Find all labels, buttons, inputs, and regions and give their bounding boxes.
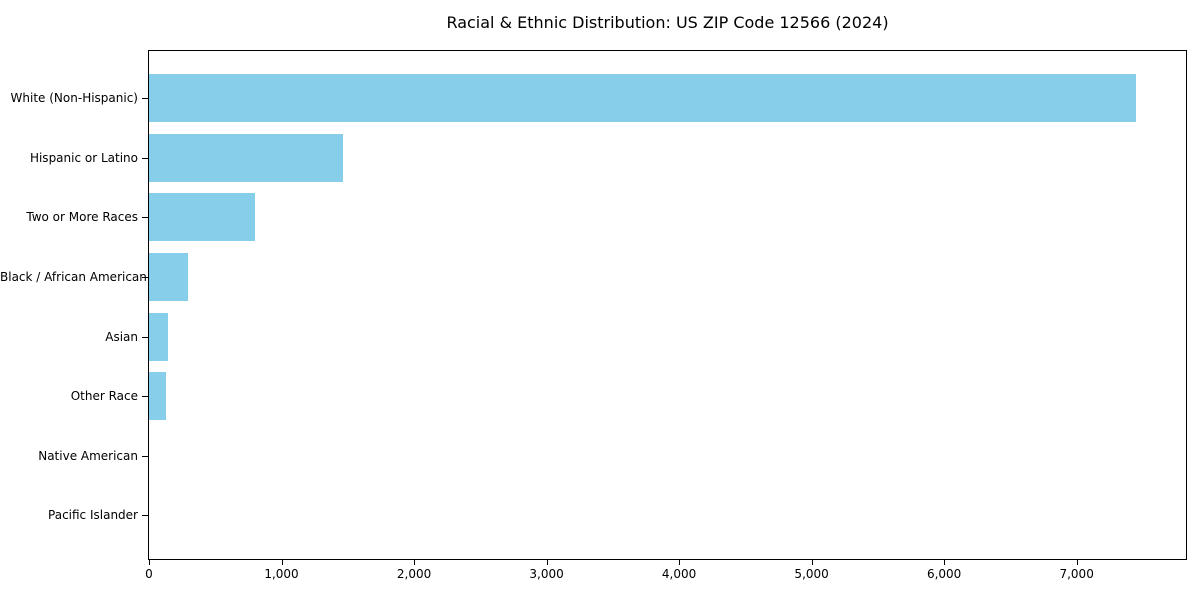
x-tick-mark [414, 560, 416, 565]
x-tick-label: 7,000 [1059, 567, 1094, 581]
x-tick-label: 3,000 [529, 567, 564, 581]
y-tick-mark [142, 276, 148, 278]
y-tick-label: Pacific Islander [48, 508, 138, 523]
y-tick-label: White (Non-Hispanic) [10, 91, 138, 105]
x-tick-label: 5,000 [794, 567, 829, 581]
y-tick-mark [142, 98, 148, 99]
y-tick-mark [142, 157, 148, 159]
bar [149, 372, 166, 421]
x-tick-label: 4,000 [661, 567, 697, 581]
x-tick-label: 6,000 [926, 567, 962, 581]
y-tick-mark [142, 515, 148, 517]
x-tick-label: 2,000 [396, 567, 432, 581]
y-tick-label: Black / African American [0, 269, 147, 284]
y-tick-mark [142, 455, 148, 457]
x-tick-mark [1076, 560, 1078, 565]
y-tick-label: Other Race [70, 389, 138, 404]
x-tick-mark [679, 560, 681, 565]
y-tick-mark [142, 396, 148, 398]
chart-title: Racial & Ethnic Distribution: US ZIP Cod… [446, 13, 889, 32]
bar [149, 74, 1137, 122]
x-tick-mark [944, 560, 946, 565]
y-tick-label: Asian [105, 329, 138, 344]
y-tick-label: Two or More Races [26, 210, 138, 225]
x-tick-mark [149, 560, 150, 565]
x-tick-mark [546, 560, 548, 565]
x-tick-mark [281, 560, 283, 565]
y-tick-mark [142, 336, 148, 338]
bar [149, 193, 256, 242]
plot-area [148, 50, 1187, 560]
x-tick-mark [811, 560, 813, 565]
y-tick-label: Hispanic or Latino [29, 150, 138, 165]
bar [149, 312, 168, 361]
y-tick-label: Native American [38, 448, 138, 463]
bar [149, 252, 189, 301]
y-tick-mark [142, 217, 148, 219]
bar [149, 133, 344, 182]
x-tick-label: 1,000 [264, 567, 299, 581]
x-tick-label: 0 [145, 567, 153, 581]
